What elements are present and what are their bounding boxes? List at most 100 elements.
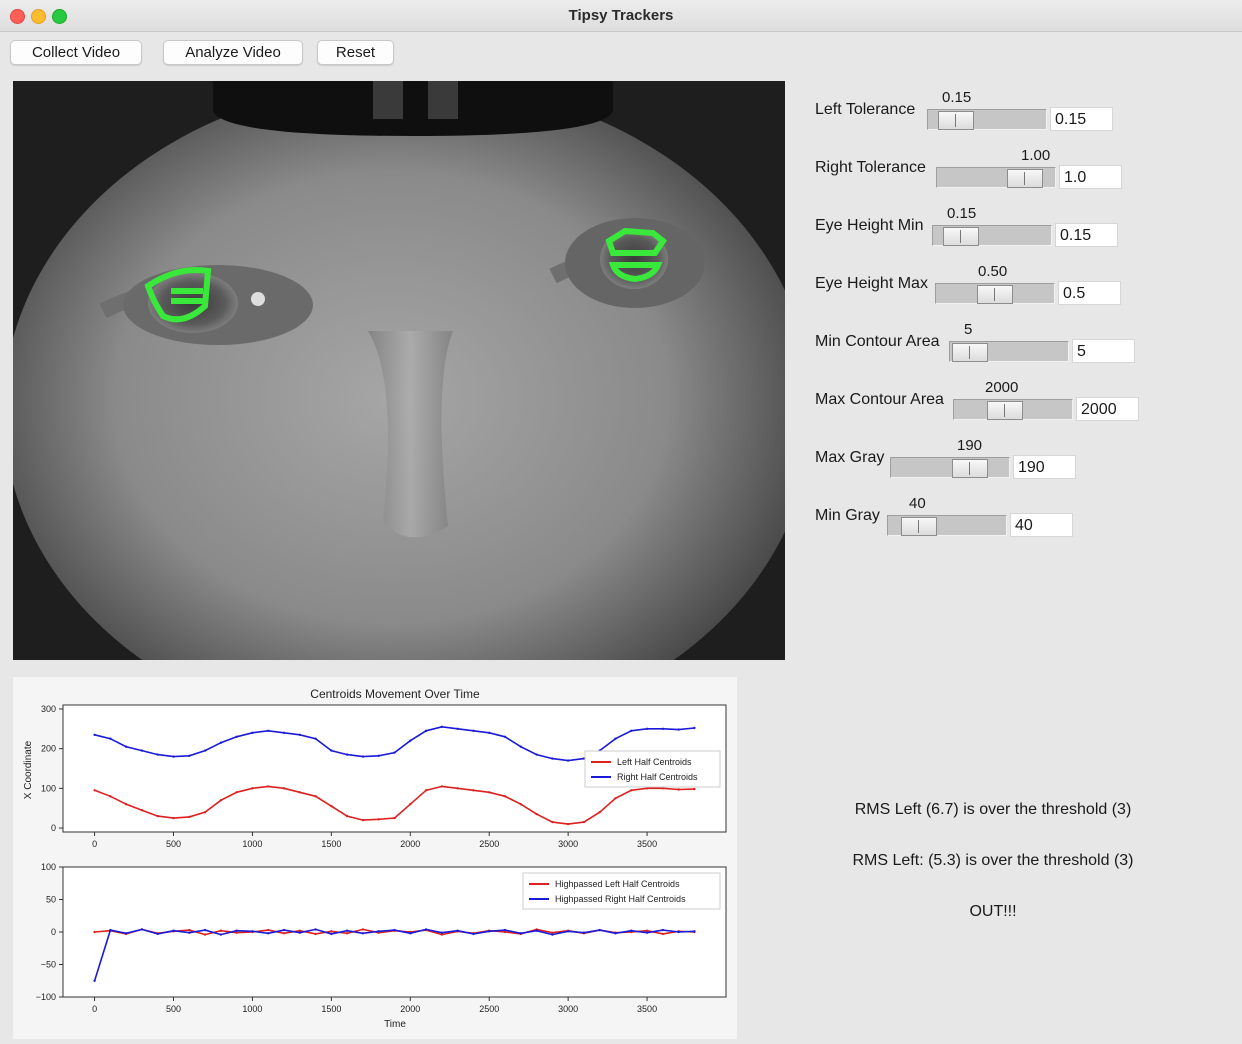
slider-handle[interactable]: [952, 343, 988, 362]
data-point: [440, 933, 444, 936]
y-tick-label: 0: [51, 823, 56, 833]
data-point: [598, 928, 601, 932]
data-point: [519, 803, 522, 806]
centroids-chart: Centroids Movement Over Time X Coordinat…: [13, 677, 737, 1039]
slider-label: Max Gray: [815, 449, 885, 466]
slider-trough[interactable]: [935, 283, 1055, 304]
data-point: [330, 930, 333, 933]
data-point: [267, 785, 270, 788]
slider-trough[interactable]: [887, 515, 1007, 536]
minimize-window-button[interactable]: [31, 9, 46, 24]
slider-entry[interactable]: 0.15: [1055, 223, 1118, 247]
data-point: [140, 928, 144, 931]
data-point: [314, 737, 317, 740]
slider-entry[interactable]: 0.5: [1058, 281, 1121, 305]
y-tick-label: 100: [41, 862, 56, 872]
data-point: [314, 928, 317, 931]
data-point: [361, 932, 365, 935]
data-point: [535, 753, 538, 756]
data-point: [393, 928, 396, 932]
data-point: [393, 751, 396, 754]
close-window-button[interactable]: [10, 9, 25, 24]
slider-trough[interactable]: [927, 109, 1047, 130]
legend-label: Highpassed Right Half Centroids: [555, 894, 686, 904]
data-point: [503, 735, 507, 738]
data-point: [645, 931, 649, 934]
slider-trough[interactable]: [932, 225, 1052, 246]
data-point: [345, 932, 349, 935]
data-point: [251, 731, 254, 734]
data-point: [361, 755, 365, 758]
slider-trough[interactable]: [953, 399, 1073, 420]
data-point: [535, 929, 538, 932]
slider-label: Eye Height Min: [815, 217, 924, 234]
data-point: [298, 929, 301, 932]
slider-handle[interactable]: [1007, 169, 1043, 188]
slider-trough[interactable]: [949, 341, 1069, 362]
data-point: [488, 791, 491, 794]
data-point: [172, 929, 175, 932]
data-point: [424, 928, 428, 931]
data-point: [235, 929, 238, 932]
slider-handle[interactable]: [987, 401, 1023, 420]
slider-entry[interactable]: 1.0: [1059, 165, 1122, 189]
data-point: [140, 749, 144, 752]
slider-handle[interactable]: [943, 227, 979, 246]
data-point: [661, 727, 665, 730]
slider-entry[interactable]: 190: [1013, 455, 1076, 479]
headset-strap: [213, 81, 613, 136]
slider-label: Right Tolerance: [815, 159, 926, 176]
data-point: [566, 822, 570, 826]
data-point: [645, 929, 649, 932]
collect-video-button[interactable]: Collect Video: [10, 40, 142, 65]
data-point: [345, 929, 349, 932]
analyze-video-button[interactable]: Analyze Video: [163, 40, 303, 65]
data-point: [93, 789, 96, 792]
slider-label: Left Tolerance: [815, 101, 916, 118]
data-point: [614, 737, 617, 740]
slider-entry[interactable]: 2000: [1076, 397, 1139, 421]
data-point: [361, 928, 365, 931]
right-eye-tracker-contour: [605, 227, 668, 283]
data-point: [693, 930, 696, 933]
status-line-1: RMS Left (6.7) is over the threshold (3): [854, 801, 1132, 818]
data-point: [361, 818, 365, 822]
data-point: [472, 789, 475, 792]
slider-entry[interactable]: 40: [1010, 513, 1073, 537]
data-point: [661, 932, 665, 936]
slider-value: 40: [909, 495, 926, 512]
y-tick-label: 50: [46, 895, 56, 905]
data-point: [472, 729, 475, 732]
slider-entry[interactable]: 5: [1072, 339, 1135, 363]
slider-handle[interactable]: [901, 517, 937, 536]
slider-handle[interactable]: [977, 285, 1013, 304]
slider-entry[interactable]: 0.15: [1050, 107, 1113, 131]
slider-trough[interactable]: [890, 457, 1010, 478]
data-point: [109, 795, 112, 798]
slider-handle[interactable]: [952, 459, 988, 478]
data-point: [456, 787, 459, 790]
data-point: [630, 729, 633, 732]
status-line-3: OUT!!!: [969, 903, 1017, 920]
data-point: [109, 737, 112, 740]
data-point: [645, 727, 649, 730]
zoom-window-button[interactable]: [52, 9, 67, 24]
slider-handle[interactable]: [938, 111, 974, 130]
data-point: [188, 815, 191, 819]
data-point: [456, 727, 459, 730]
left-eye-glint: [251, 292, 265, 306]
window-titlebar: Tipsy Trackers: [0, 0, 1242, 32]
data-point: [693, 787, 696, 791]
reset-button[interactable]: Reset: [317, 40, 394, 65]
legend-label: Right Half Centroids: [617, 772, 698, 782]
slider-label: Eye Height Max: [815, 275, 928, 292]
legend-label: Left Half Centroids: [617, 757, 692, 767]
data-point: [188, 931, 191, 934]
headset-clip: [428, 81, 458, 119]
x-tick-label: 2500: [479, 1004, 499, 1014]
slider-label: Min Gray: [815, 507, 880, 524]
data-point: [314, 795, 317, 798]
legend-box: [584, 750, 721, 788]
slider-trough[interactable]: [936, 167, 1056, 188]
data-point: [172, 816, 175, 820]
